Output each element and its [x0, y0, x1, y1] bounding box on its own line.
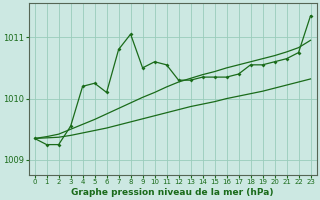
X-axis label: Graphe pression niveau de la mer (hPa): Graphe pression niveau de la mer (hPa) [71, 188, 274, 197]
